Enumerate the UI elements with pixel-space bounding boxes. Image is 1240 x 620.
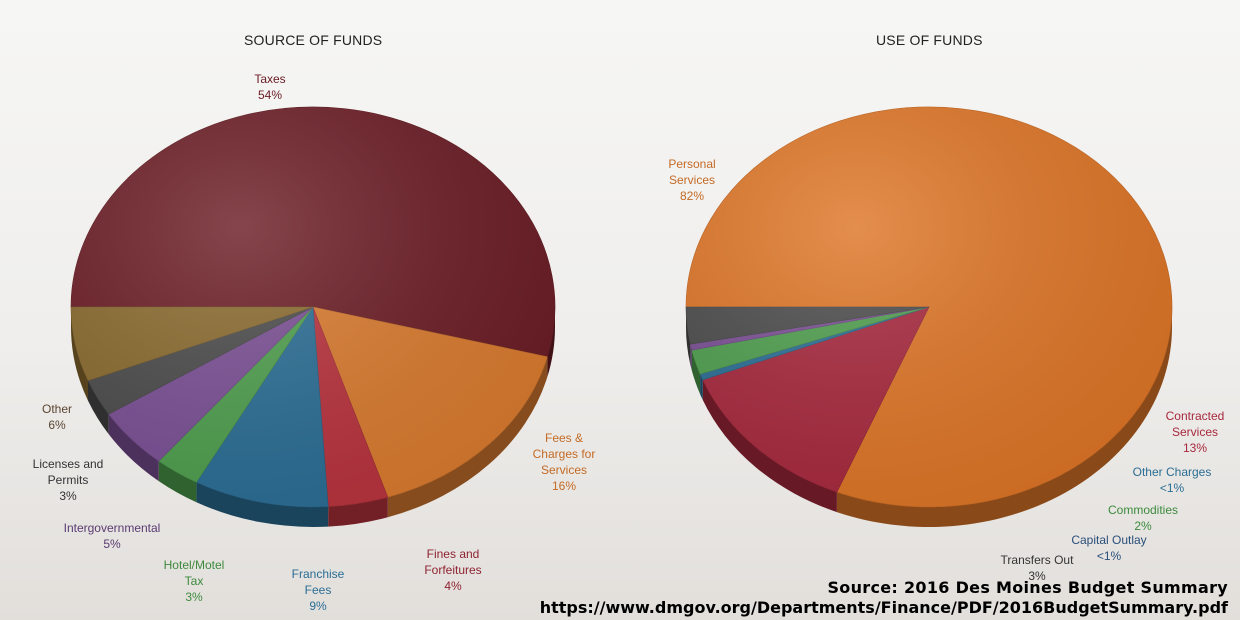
chart-title-use-of-funds: USE OF FUNDS [876,32,983,48]
slice-label-fines-and-forfeitures: Fines and Forfeitures 4% [424,547,481,593]
pie-side-licenses-and-permits [87,380,109,435]
source-of-funds-labels: Taxes 54% Fees & Charges for Services 16% Fine… [33,72,596,613]
slice-label-contracted-services: Contracted Services 13% [1166,409,1225,455]
pie-highlight [686,107,1172,507]
slice-label-taxes: Taxes 54% [254,72,285,102]
source-of-funds-pie [70,106,556,527]
slice-label-intergovernmental: Intergovernmental 5% [64,521,161,551]
source-url: https://www.dmgov.org/Departments/Financ… [539,598,1228,617]
slice-label-commodities: Commodities 2% [1108,503,1178,533]
pie-side-other-charges [700,374,703,400]
pie-side-taxes [547,307,555,377]
pie-side-contracted-services [702,379,837,513]
slice-label-transfers-out: Transfers Out 3% [1001,553,1075,583]
pie-side-hotel-motel-tax [158,461,197,503]
pie-side-fees-charges-for-services [387,356,548,518]
slice-label-other: Other 6% [42,402,72,432]
slice-label-other-charges: Other Charges <1% [1133,465,1212,495]
pie-side-transfers-out [686,307,691,365]
pie-side-commodities [691,350,701,395]
pie-highlight [71,107,555,507]
slice-label-personal-services: Personal Services 82% [668,157,715,203]
pie-side-intergovernmental [108,414,159,482]
slice-label-licenses-and-permits: Licenses and Permits 3% [33,457,104,503]
pie-side-capital-outlay [690,344,692,371]
pie-side-fines-and-forfeitures [328,497,388,527]
slice-label-fees-charges-for-services: Fees & Charges for Services 16% [533,431,596,493]
slice-label-hotel-motel-tax: Hotel/Motel Tax 3% [164,558,225,604]
source-citation: Source: 2016 Des Moines Budget Summary [827,578,1228,597]
slice-label-capital-outlay: Capital Outlay <1% [1071,533,1146,563]
pie-side-personal-services [836,307,1172,527]
pie-side-other [71,307,88,401]
chart-title-source-of-funds: SOURCE OF FUNDS [244,32,383,48]
use-of-funds-pie [685,106,1173,527]
pie-side-franchise-fees [196,482,329,527]
slice-label-franchise-fees: Franchise Fees 9% [292,567,345,613]
use-of-funds-labels: Personal Services 82% Contracted Services 13%… [668,157,1224,583]
